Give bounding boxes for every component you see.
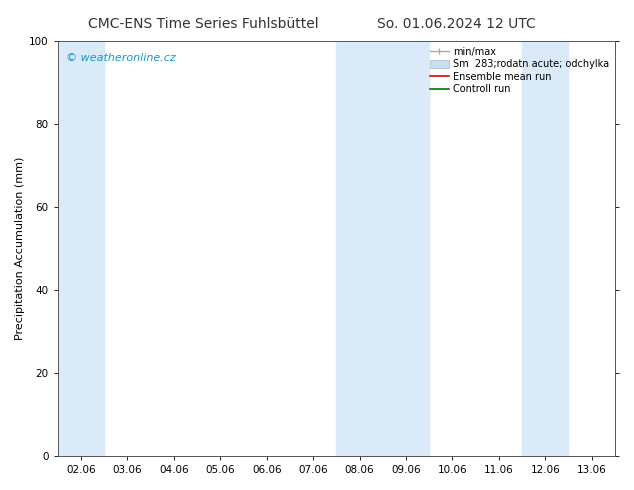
Text: CMC-ENS Time Series Fuhlsbüttel: CMC-ENS Time Series Fuhlsbüttel <box>87 17 318 31</box>
Text: © weatheronline.cz: © weatheronline.cz <box>66 53 176 64</box>
Bar <box>58 41 104 456</box>
Legend: min/max, Sm  283;rodatn acute; odchylka, Ensemble mean run, Controll run: min/max, Sm 283;rodatn acute; odchylka, … <box>427 44 612 97</box>
Y-axis label: Precipitation Accumulation (mm): Precipitation Accumulation (mm) <box>15 157 25 340</box>
Bar <box>336 41 429 456</box>
Bar <box>522 41 569 456</box>
Text: So. 01.06.2024 12 UTC: So. 01.06.2024 12 UTC <box>377 17 536 31</box>
